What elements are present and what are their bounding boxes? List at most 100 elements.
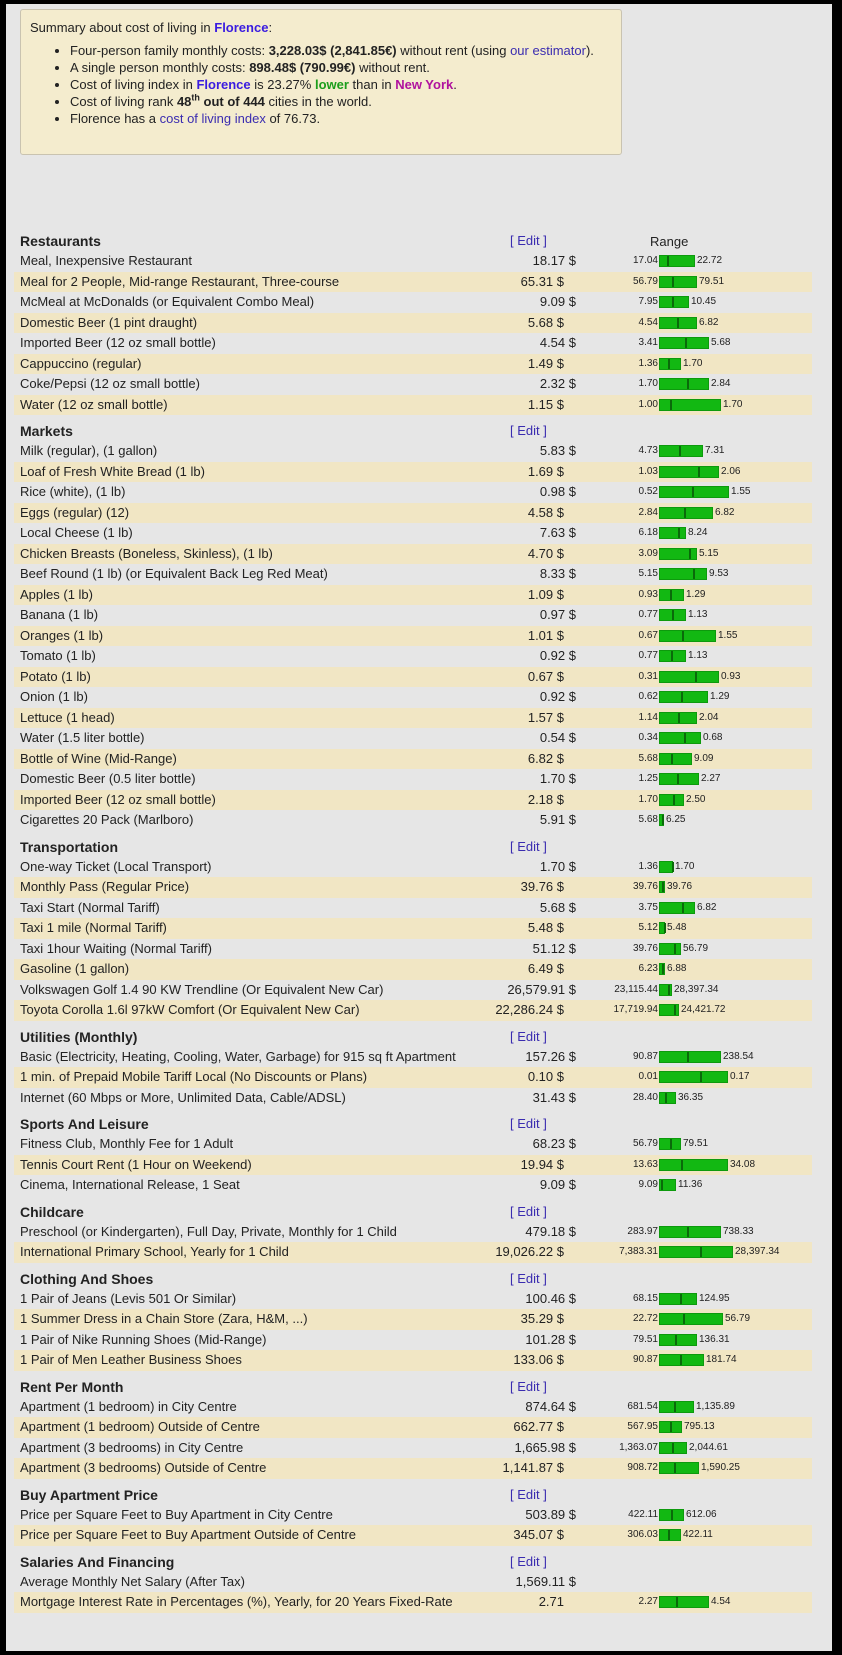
section-header: Sports And Leisure [ Edit ] [14, 1113, 824, 1134]
range-min: 2.27 [638, 1596, 658, 1607]
range-max: 11.36 [678, 1179, 703, 1190]
range-bar [659, 1333, 697, 1346]
range-bar [659, 1179, 676, 1191]
price-range: 3.75 6.82 [574, 898, 824, 919]
range-max: 56.79 [725, 1313, 751, 1324]
range-min: 0.52 [638, 486, 658, 497]
table-row: Apartment (3 bedrooms) in City Centre 1,6… [14, 1438, 824, 1459]
item-label: McMeal at McDonalds (or Equivalent Combo… [20, 294, 315, 309]
item-price: 2.32 $ [539, 376, 576, 391]
range-marker [676, 1597, 678, 1607]
item-price: 5.83 $ [539, 443, 576, 458]
item-price: 0.98 $ [539, 484, 576, 499]
index-value: of 76.73. [265, 111, 321, 126]
range-min: 90.87 [632, 1354, 658, 1365]
range-max: 9.53 [709, 568, 729, 579]
city-link-2[interactable]: Florence [196, 77, 251, 92]
range-max: 39.76 [667, 881, 693, 892]
table-row: Coke/Pepsi (12 oz small bottle) 2.32 $1.7… [14, 374, 824, 395]
price-range: 1.03 2.06 [574, 462, 824, 483]
item-price: 5.91 $ [539, 812, 576, 827]
range-min: 79.51 [632, 1333, 658, 1345]
range-min: 7.95 [638, 296, 658, 307]
item-price: 7.63 $ [539, 525, 576, 540]
range-bar [659, 357, 681, 370]
summary-single-cost: A single person monthly costs: 898.48$ (… [70, 59, 621, 76]
range-max: 238.54 [723, 1050, 754, 1062]
edit-link[interactable]: [ Edit ] [510, 1553, 547, 1569]
price-range: 0.67 1.55 [574, 626, 824, 647]
family-prefix: Four-person family monthly costs: [70, 43, 269, 58]
summary-index-value: Florence has a cost of living index of 7… [70, 110, 621, 127]
item-label: 1 Pair of Jeans (Levis 501 Or Similar) [20, 1290, 237, 1306]
edit-link[interactable]: [ Edit ] [510, 1116, 547, 1131]
has-prefix: has a [120, 111, 160, 126]
edit-link[interactable]: [ Edit ] [510, 1203, 547, 1219]
edit-link[interactable]: [ Edit ] [510, 1270, 547, 1286]
city-link[interactable]: Florence [214, 20, 269, 35]
edit-link[interactable]: [ Edit ] [510, 1378, 547, 1394]
range-max: 181.74 [706, 1354, 737, 1365]
table-row: Toyota Corolla 1.6l 97kW Comfort (Or Equ… [14, 1000, 812, 1021]
price-range: 1.25 2.27 [574, 769, 824, 790]
item-price: 479.18 $ [525, 1223, 576, 1239]
item-label: Water (1.5 liter bottle) [20, 730, 145, 745]
item-label: Coke/Pepsi (12 oz small bottle) [20, 376, 200, 391]
section-header: Markets [ Edit ] [14, 420, 824, 441]
price-range: 2.84 6.82 [574, 503, 824, 524]
item-price: 1,569.11 $ [515, 1573, 576, 1589]
table-row: 1 Pair of Jeans (Levis 501 Or Similar) 10… [14, 1289, 824, 1310]
price-range: 9.09 11.36 [574, 1175, 824, 1196]
item-label: Bottle of Wine (Mid-Range) [20, 750, 177, 766]
table-row: Preschool (or Kindergarten), Full Day, P… [14, 1222, 824, 1243]
item-price: 345.07 $ [513, 1527, 564, 1542]
range-bar [659, 1529, 681, 1541]
range-bar [659, 275, 697, 288]
index-lower: lower [314, 77, 349, 92]
price-range: 68.15 124.95 [574, 1289, 824, 1310]
range-bar [659, 881, 665, 893]
range-min: 1.00 [638, 398, 658, 410]
table-row: Milk (regular), (1 gallon) 5.83 $ 4.73 7.31 [14, 441, 824, 462]
range-min: 39.76 [632, 942, 658, 954]
range-marker [668, 1530, 670, 1540]
item-label: Apartment (1 bedroom) in City Centre [20, 1398, 237, 1414]
price-range: 90.87 238.54 [574, 1047, 824, 1068]
section-title: Restaurants [20, 233, 101, 249]
new-york-link[interactable]: New York [395, 77, 454, 92]
range-max: 1.70 [683, 357, 703, 369]
range-max: 6.88 [667, 963, 687, 974]
range-marker [667, 256, 669, 266]
item-label: Oranges (1 lb) [20, 627, 104, 643]
range-marker [674, 1463, 676, 1473]
range-bar [659, 773, 699, 785]
item-price: 26,579.91 $ [507, 981, 576, 997]
section-title: Sports And Leisure [20, 1116, 149, 1132]
price-range: 0.62 1.29 [574, 687, 824, 708]
edit-link[interactable]: [ Edit ] [510, 838, 547, 854]
price-range: 17,719.94 24,421.72 [574, 1000, 824, 1021]
range-bar [659, 942, 681, 955]
item-price: 2.71 [538, 1594, 564, 1609]
edit-link[interactable]: [ Edit ] [510, 423, 547, 438]
estimator-link[interactable]: our estimator [510, 43, 586, 58]
section-header: Transportation [ Edit ] [14, 836, 824, 857]
cost-of-living-index-link[interactable]: cost of living index [159, 111, 266, 126]
range-min: 1.70 [638, 793, 658, 805]
range-bar [659, 1071, 728, 1083]
range-max: 1.55 [731, 486, 751, 497]
edit-link[interactable]: [ Edit ] [510, 1486, 547, 1502]
summary-index-compare: Cost of living index in Florence is 23.2… [70, 76, 621, 93]
rank-prefix: Cost of living rank [70, 94, 177, 109]
table-row: Taxi Start (Normal Tariff) 5.68 $ 3.75 6.82 [14, 898, 824, 919]
item-label: Water (12 oz small bottle) [20, 396, 168, 412]
range-max: 2,044.61 [689, 1441, 728, 1453]
range-marker [682, 902, 684, 913]
range-marker [671, 753, 673, 764]
edit-link[interactable]: [ Edit ] [510, 1028, 547, 1044]
range-marker [672, 297, 674, 307]
edit-link[interactable]: [ Edit ] [510, 233, 547, 248]
range-max: 738.33 [723, 1225, 754, 1237]
price-range: 4.54 6.82 [574, 313, 824, 334]
range-min: 3.41 [638, 337, 658, 348]
